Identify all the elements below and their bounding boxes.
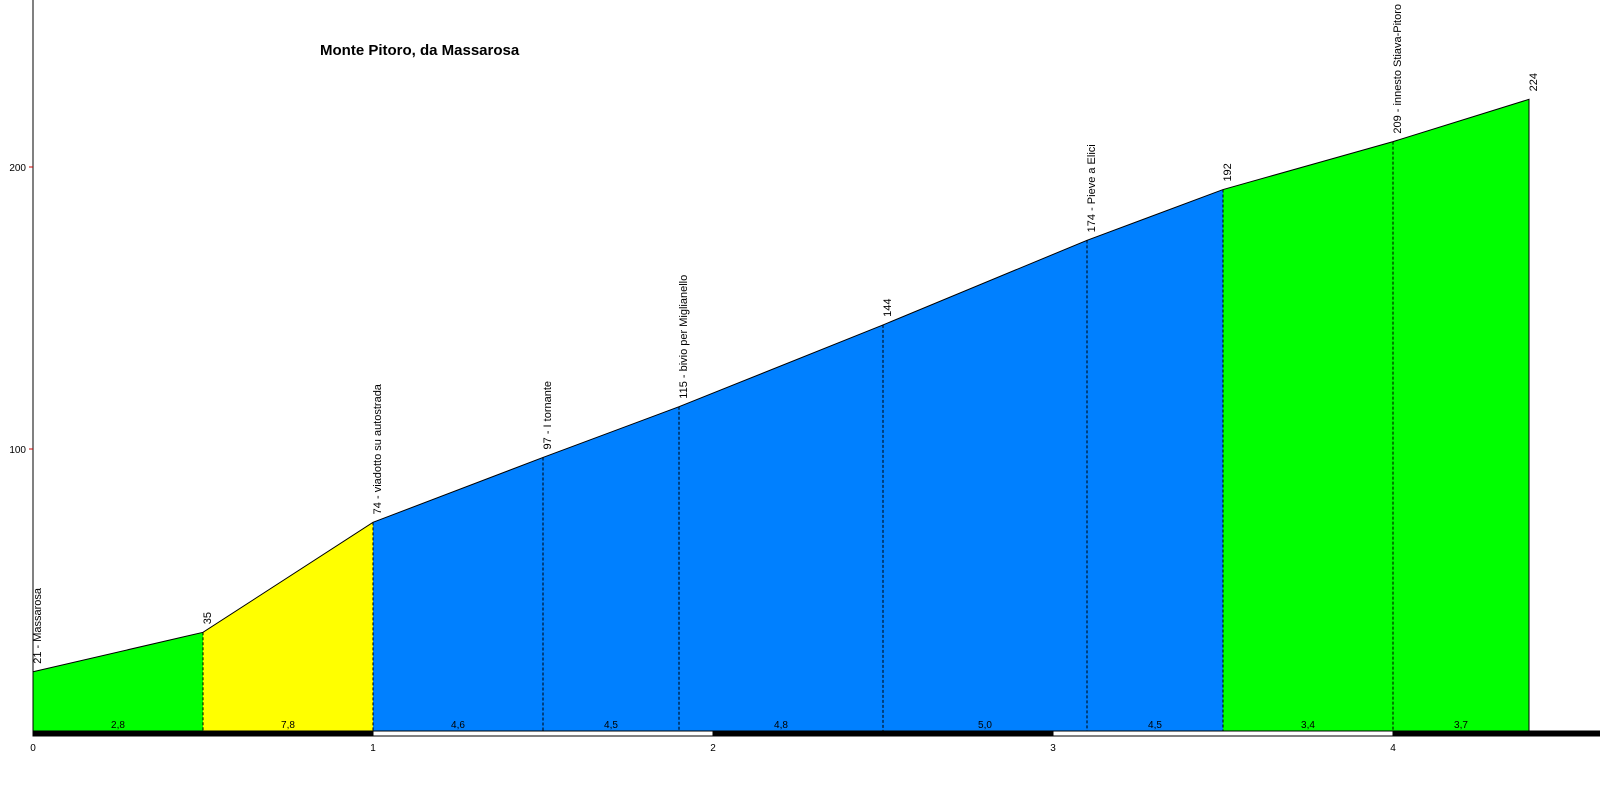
gradient-label: 2,8 (111, 720, 125, 731)
gradient-label: 3,4 (1301, 720, 1315, 731)
x-tick-label: 3 (1050, 743, 1056, 754)
scale-block (1052, 730, 1394, 737)
point-label: 74 - viadotto su autostrada (372, 383, 384, 514)
chart-title: Monte Pitoro, da Massarosa (320, 42, 520, 59)
point-label: 35 (202, 612, 214, 624)
y-tick-label: 200 (9, 163, 26, 174)
profile-outline (32, 98, 1530, 731)
segment-area (883, 240, 1087, 731)
gradient-label: 7,8 (281, 720, 295, 731)
segment-area (373, 457, 543, 731)
profile-line (32, 98, 1530, 731)
gradient-label: 4,8 (774, 720, 788, 731)
segment-area (33, 632, 203, 731)
segment-area (679, 324, 883, 731)
x-tick-label: 2 (710, 743, 716, 754)
gradient-label: 4,5 (604, 720, 618, 731)
tick-labels: 100 200 0 1 2 3 4 (9, 163, 1396, 754)
segment-dividers (202, 141, 1394, 731)
scale-block (712, 730, 1054, 737)
y-tick-label: 100 (9, 445, 26, 456)
gradient-label: 5,0 (978, 720, 992, 731)
gradient-label: 3,7 (1454, 720, 1468, 731)
segment-area (203, 522, 373, 731)
x-tick-label: 4 (1390, 743, 1396, 754)
profile-segments (33, 99, 1529, 731)
axes (29, 0, 34, 731)
km-scale-bar (32, 730, 1600, 737)
point-labels: 21 - Massarosa 35 74 - viadotto su autostr… (32, 4, 1540, 664)
scale-block (372, 730, 714, 737)
point-label: 97 - I tornante (542, 381, 554, 450)
gradient-labels: 2,8 7,8 4,6 4,5 4,8 5,0 4,5 3,4 3,7 (111, 720, 1468, 731)
point-label: 174 - Pieve a Elici (1086, 144, 1098, 232)
scale-block (32, 730, 374, 737)
segment-area (543, 406, 679, 731)
x-tick-label: 1 (370, 743, 376, 754)
segment-area (1223, 141, 1393, 731)
point-label: 144 (882, 299, 894, 317)
segment-area (1087, 189, 1223, 731)
point-label: 115 - bivio per Miglianello (678, 275, 690, 399)
x-tick-label: 0 (30, 743, 36, 754)
point-label: 192 (1222, 163, 1234, 181)
point-label: 209 - innesto Stiava-Pitoro (1392, 4, 1404, 134)
point-label: 224 (1528, 73, 1540, 91)
gradient-label: 4,6 (451, 720, 465, 731)
gradient-label: 4,5 (1148, 720, 1162, 731)
point-label: 21 - Massarosa (32, 587, 44, 664)
segment-area (1393, 99, 1529, 731)
scale-block (1392, 730, 1600, 737)
